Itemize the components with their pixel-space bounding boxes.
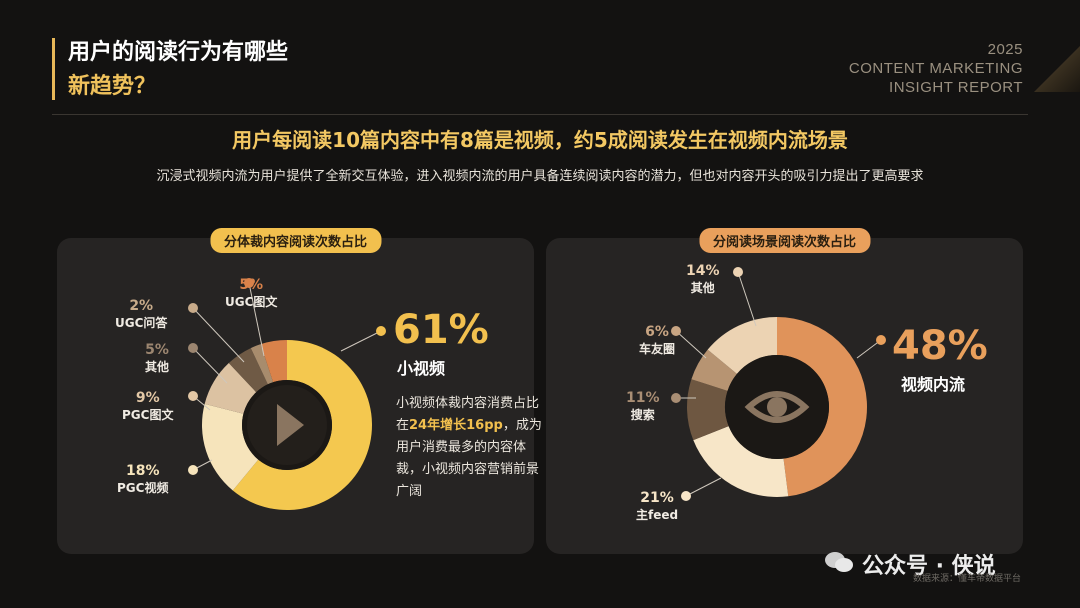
desc-text: ，成为用户消费最多的内容体裁，小视频内容营销前景广阔 [396,418,542,499]
leader-dot-ugc-article [244,278,254,288]
label-name: 车友圈 [639,342,676,356]
leader-dot-video-stream [876,335,886,345]
label-pgc-article: 9% PGC图文 [122,390,173,424]
report-line1: CONTENT MARKETING [848,60,1023,77]
big-name-short-video: 小视频 [397,359,446,378]
leader-line-main-feed [685,477,722,497]
header-divider [52,114,1028,115]
page-title: 用户的阅读行为有哪些 新趋势？ [68,36,288,104]
page-title-line1: 用户的阅读行为有哪些 [68,40,289,65]
label-name: UGC图文 [225,295,278,309]
label-pct: 2% [129,298,154,314]
slice-search [687,379,729,441]
eye-icon [744,391,810,423]
label-car-circle: 6% 车友圈 [639,324,675,358]
label-name: 其他 [690,281,715,295]
data-source: 数据来源：懂车帝数据平台 [913,574,1022,584]
panel-title-content-type: 分体裁内容阅读次数占比 [209,228,382,253]
short-video-description: 小视频体裁内容消费占比在24年增长16pp，成为用户消费最多的内容体裁，小视频内… [396,393,544,503]
label-pct: 18% [125,463,160,479]
leader-line-other [737,271,757,327]
panel-reading-scene: 分阅读场景阅读次数占比 14% 其他 6% 车友圈 11% 搜索 21% 主fe… [546,228,1023,554]
play-icon [277,404,304,446]
leader-dot-ugc-qa [188,303,198,313]
slice-pgc-article [204,363,257,414]
label-pct: 14% [686,263,720,279]
report-label: 2025 CONTENT MARKETING INSIGHT REPORT [849,40,1023,97]
leader-dot-other [188,343,198,353]
leader-dot-car-circle [671,326,681,336]
leader-line-short-video [340,330,382,352]
headline: 用户每阅读10篇内容中有8篇是视频，约5成阅读发生在视频内流场景 [232,128,848,152]
page-title-line2: 新趋势？ [68,74,157,99]
slice-short-video [232,340,372,510]
label-ugc-article: 5% UGC图文 [225,277,277,311]
label-pct: 5% [239,277,264,293]
report-line2: INSIGHT REPORT [889,79,1023,96]
corner-decoration [1034,46,1080,92]
leader-line-car-circle [675,330,707,359]
label-other: 5% 其他 [145,342,169,376]
label-main-feed: 21% 主feed [636,490,678,524]
slice-video-stream [777,317,867,497]
big-name-video-stream: 视频内流 [901,375,966,394]
label-name: PGC视频 [117,481,169,495]
wechat-icon [825,552,853,572]
leader-line-ugc-article [248,282,265,357]
label-pct: 21% [640,490,674,506]
slice-other [707,317,777,374]
desc-highlight: 24年增长16pp [409,418,503,433]
leader-dot-search [671,393,681,403]
leader-line-other [192,347,228,384]
desc-text: 小视频体裁内容消费占比在 [396,396,540,433]
label-pct: 5% [145,342,169,358]
panel-title-reading-scene: 分阅读场景阅读次数占比 [698,228,871,253]
label-name: 其他 [145,360,170,374]
reading-scene-donut-chart [671,267,886,501]
slice-pgc-video [202,403,259,491]
leader-dot-other [733,267,743,277]
big-pct-video-stream: 48% [892,323,988,369]
label-other: 14% 其他 [686,263,720,297]
label-name: 搜索 [630,408,655,422]
report-year: 2025 [987,41,1023,58]
slice-ugc-article [260,340,287,383]
label-name: 主feed [636,508,679,522]
content-type-donut-chart [188,278,386,510]
label-pct: 11% [626,390,660,406]
label-pct: 6% [645,324,669,340]
label-name: PGC图文 [122,408,174,422]
label-name: UGC问答 [115,316,168,330]
leader-dot-short-video [376,326,386,336]
leader-dot-pgc-article [188,391,198,401]
slice-other [228,348,268,393]
slice-ugc-qa [250,344,274,385]
leader-dot-pgc-video [188,465,198,475]
leader-line-ugc-qa [192,307,245,363]
slice-main-feed [693,426,789,497]
label-ugc-qa: 2% UGC问答 [115,298,167,332]
label-pgc-video: 18% PGC视频 [117,463,168,497]
big-pct-short-video: 61% [393,307,489,353]
subline: 沉浸式视频内流为用户提供了全新交互体验，进入视频内流的用户具备连续阅读内容的潜力… [156,169,924,184]
label-search: 11% 搜索 [626,390,660,424]
title-accent-bar [52,38,55,100]
watermark: 公众号 · 侠说 [862,554,996,579]
panel-content-type: 分体裁内容阅读次数占比 5% UGC图文 2% UGC问答 5% 其他 9% P… [57,228,542,554]
slice-car-circle [691,349,737,391]
leader-dot-main-feed [681,491,691,501]
label-pct: 9% [135,390,160,406]
